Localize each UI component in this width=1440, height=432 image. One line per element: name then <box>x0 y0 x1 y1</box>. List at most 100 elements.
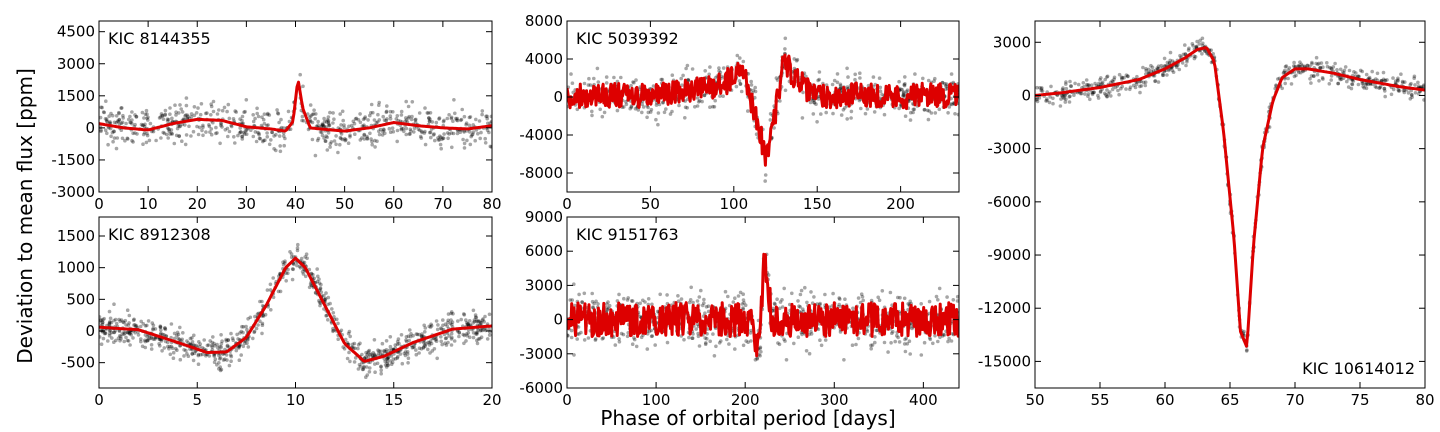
data-point <box>912 107 917 112</box>
data-point <box>277 120 281 125</box>
data-point <box>114 321 119 326</box>
data-point <box>112 340 116 345</box>
data-point <box>368 352 373 357</box>
data-point <box>176 336 180 341</box>
data-point <box>238 126 242 130</box>
data-point <box>902 296 907 301</box>
data-point <box>242 132 247 136</box>
data-point <box>263 312 268 317</box>
data-point <box>714 344 718 349</box>
data-point <box>636 108 641 112</box>
model-curve <box>567 53 959 167</box>
data-point <box>319 290 324 295</box>
data-point <box>281 262 286 267</box>
data-point <box>446 320 450 325</box>
data-point <box>142 116 146 120</box>
data-point <box>797 304 801 309</box>
data-point <box>345 356 350 361</box>
data-point <box>1286 68 1290 72</box>
data-point <box>632 336 636 340</box>
data-point <box>690 336 695 341</box>
data-point <box>217 361 221 365</box>
data-point <box>739 89 744 94</box>
data-point <box>447 334 451 338</box>
data-point <box>1406 91 1411 95</box>
data-point <box>863 111 868 116</box>
data-point <box>159 112 164 116</box>
y-tick-label: -4000 <box>519 126 563 144</box>
data-point <box>1099 76 1103 80</box>
data-point <box>241 325 246 329</box>
data-point <box>224 339 229 343</box>
data-point <box>814 102 818 106</box>
data-point <box>843 106 847 110</box>
data-point <box>106 142 110 147</box>
data-point <box>287 119 292 124</box>
data-point <box>928 337 933 342</box>
data-point <box>443 322 448 327</box>
data-point <box>452 339 457 343</box>
data-point <box>174 113 178 117</box>
data-point <box>1063 100 1068 104</box>
data-point <box>452 98 456 102</box>
data-point <box>112 129 116 134</box>
data-point <box>800 332 804 337</box>
data-point <box>456 319 460 323</box>
data-point <box>1298 70 1303 75</box>
data-point <box>170 346 175 351</box>
data-point <box>117 110 121 115</box>
data-point <box>450 320 455 325</box>
data-point <box>772 301 777 306</box>
y-tick-label: 0 <box>553 311 563 329</box>
data-point <box>660 77 665 82</box>
data-point <box>1128 87 1132 92</box>
data-point <box>489 145 492 149</box>
data-point <box>1089 83 1094 87</box>
data-point <box>604 309 609 314</box>
panel-label: KIC 5039392 <box>576 29 679 48</box>
data-point <box>832 78 837 83</box>
data-point <box>129 333 133 337</box>
data-point <box>211 120 215 125</box>
data-point <box>361 365 366 370</box>
data-point <box>171 356 176 361</box>
data-point <box>699 288 703 293</box>
data-point <box>385 104 389 108</box>
data-point <box>1309 74 1314 78</box>
data-point <box>1072 93 1076 97</box>
data-point <box>470 132 475 136</box>
data-point <box>1064 86 1069 91</box>
data-point <box>99 342 104 347</box>
data-point <box>215 112 220 116</box>
data-point <box>823 292 827 297</box>
data-point <box>630 342 635 347</box>
data-point <box>373 362 377 366</box>
data-point <box>173 103 177 107</box>
data-point <box>200 352 205 357</box>
data-point <box>1197 42 1202 46</box>
data-point <box>1338 67 1343 72</box>
data-point <box>441 136 445 140</box>
data-point <box>476 328 481 332</box>
data-point <box>382 128 386 132</box>
data-point <box>1190 42 1195 46</box>
data-point <box>362 137 367 141</box>
data-point <box>633 107 638 111</box>
data-point <box>383 359 388 364</box>
data-point <box>128 331 133 335</box>
data-point <box>487 327 491 332</box>
data-point <box>227 116 232 121</box>
data-point <box>1305 63 1310 68</box>
data-point <box>177 111 181 115</box>
data-point <box>576 325 581 329</box>
data-point <box>897 79 901 84</box>
data-point <box>812 101 817 105</box>
data-point <box>181 331 185 335</box>
data-point <box>358 112 362 116</box>
data-point <box>240 134 245 139</box>
data-point <box>99 128 103 132</box>
data-point <box>461 137 465 142</box>
data-point <box>1314 61 1318 66</box>
data-point <box>880 289 885 293</box>
